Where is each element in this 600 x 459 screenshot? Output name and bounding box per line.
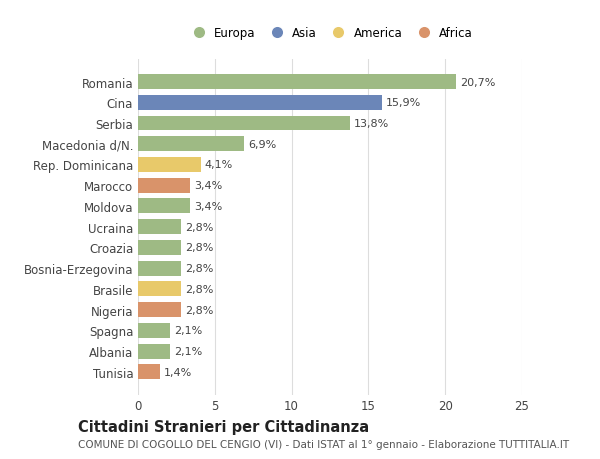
Text: 13,8%: 13,8% [354, 119, 389, 129]
Text: 15,9%: 15,9% [386, 98, 421, 108]
Text: 3,4%: 3,4% [194, 202, 223, 212]
Text: 1,4%: 1,4% [163, 367, 191, 377]
Bar [138, 241, 181, 255]
Text: 6,9%: 6,9% [248, 140, 276, 150]
Text: 4,1%: 4,1% [205, 160, 233, 170]
Text: 2,8%: 2,8% [185, 305, 213, 315]
Text: 2,1%: 2,1% [174, 326, 202, 336]
Text: COMUNE DI COGOLLO DEL CENGIO (VI) - Dati ISTAT al 1° gennaio - Elaborazione TUTT: COMUNE DI COGOLLO DEL CENGIO (VI) - Dati… [78, 439, 569, 449]
Bar [138, 364, 160, 380]
Bar [138, 158, 201, 173]
Bar [138, 137, 244, 152]
Text: 2,8%: 2,8% [185, 284, 213, 294]
Legend: Europa, Asia, America, Africa: Europa, Asia, America, Africa [182, 22, 478, 45]
Bar [138, 199, 190, 214]
Bar [138, 323, 170, 338]
Bar [138, 302, 181, 318]
Bar [138, 75, 456, 90]
Text: 2,8%: 2,8% [185, 222, 213, 232]
Bar [138, 282, 181, 297]
Bar [138, 344, 170, 359]
Bar [138, 220, 181, 235]
Bar [138, 116, 350, 131]
Text: 2,8%: 2,8% [185, 243, 213, 253]
Text: 3,4%: 3,4% [194, 181, 223, 191]
Text: 2,1%: 2,1% [174, 347, 202, 356]
Bar [138, 95, 382, 111]
Text: Cittadini Stranieri per Cittadinanza: Cittadini Stranieri per Cittadinanza [78, 419, 369, 434]
Text: 2,8%: 2,8% [185, 263, 213, 274]
Bar [138, 179, 190, 193]
Text: 20,7%: 20,7% [460, 78, 495, 87]
Bar [138, 261, 181, 276]
